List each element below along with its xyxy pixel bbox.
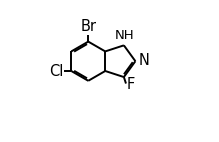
Text: NH: NH: [115, 29, 134, 42]
Text: F: F: [126, 77, 135, 92]
Text: Br: Br: [80, 19, 96, 34]
Text: Cl: Cl: [49, 63, 63, 79]
Text: N: N: [139, 53, 149, 68]
